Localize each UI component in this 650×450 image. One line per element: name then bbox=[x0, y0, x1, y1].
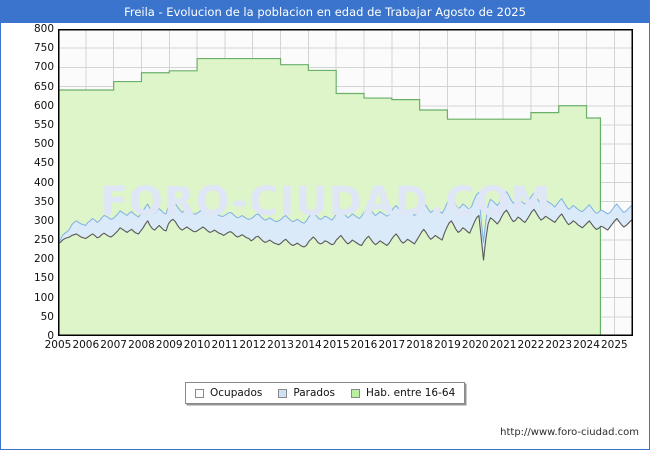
x-axis-tick-label: 2021 bbox=[489, 339, 517, 351]
legend-item-label: Hab. entre 16-64 bbox=[365, 387, 456, 399]
legend-item-label: Parados bbox=[293, 387, 335, 399]
y-axis-tick-label: 300 bbox=[33, 214, 54, 227]
y-axis-tick-label: 250 bbox=[33, 234, 54, 247]
chart-svg bbox=[58, 29, 633, 336]
x-axis-tick-label: 2009 bbox=[155, 339, 183, 351]
y-axis-tick-label: 750 bbox=[33, 42, 54, 55]
y-axis-tick-label: 0 bbox=[47, 330, 54, 342]
x-axis-tick-label: 2023 bbox=[545, 339, 573, 351]
x-axis-tick-label: 2007 bbox=[100, 339, 127, 351]
x-axis-tick-label: 2019 bbox=[434, 339, 461, 351]
legend-item[interactable]: Parados bbox=[278, 387, 335, 399]
x-axis-tick-label: 2008 bbox=[128, 339, 155, 351]
y-axis-tick-label: 450 bbox=[33, 157, 54, 170]
chart-plot-area bbox=[58, 29, 633, 336]
y-axis-tick-label: 50 bbox=[40, 310, 54, 323]
x-axis-tick-label: 2022 bbox=[517, 339, 545, 351]
x-axis-tick-label: 2015 bbox=[322, 339, 350, 351]
y-axis-tick-label: 600 bbox=[33, 99, 54, 112]
x-axis-tick-label: 2005 bbox=[44, 339, 72, 351]
y-axis-tick-label: 150 bbox=[33, 272, 54, 285]
x-axis-tick-label: 2014 bbox=[294, 339, 322, 351]
y-axis: 0 50 100 150 200 250 300 350 400 450 500 550 600 650 7… bbox=[1, 24, 54, 342]
y-axis-tick-label: 350 bbox=[33, 195, 54, 208]
x-axis-tick-label: 2013 bbox=[267, 339, 294, 351]
x-axis-tick-label: 2018 bbox=[406, 339, 433, 351]
x-axis-tick-label: 2020 bbox=[461, 339, 489, 351]
y-axis-tick-label: 800 bbox=[33, 23, 54, 35]
chart-legend: Ocupados Parados Hab. entre 16-64 bbox=[185, 382, 466, 404]
legend-swatch-icon bbox=[278, 388, 288, 398]
x-axis-tick-label: 2011 bbox=[211, 339, 239, 351]
legend-item[interactable]: Hab. entre 16-64 bbox=[350, 387, 456, 399]
x-axis-tick-label: 2012 bbox=[239, 339, 267, 351]
x-axis: 2005 2006 2007 2008 2009 2010 2011 2012 2013 2014… bbox=[45, 338, 633, 354]
legend-swatch-icon bbox=[350, 388, 360, 398]
x-axis-tick-label: 2016 bbox=[350, 339, 378, 351]
y-axis-tick-label: 400 bbox=[33, 176, 54, 189]
legend-item[interactable]: Ocupados bbox=[195, 387, 262, 399]
y-axis-tick-label: 550 bbox=[33, 118, 54, 131]
y-axis-tick-label: 100 bbox=[33, 291, 54, 304]
y-axis-tick-label: 500 bbox=[33, 138, 54, 151]
x-axis-tick-label: 2006 bbox=[72, 339, 100, 351]
x-axis-tick-label: 2010 bbox=[183, 339, 211, 351]
source-url: http://www.foro-ciudad.com bbox=[500, 427, 639, 438]
legend-swatch-icon bbox=[195, 388, 204, 398]
x-axis-tick-label: 2024 bbox=[573, 339, 600, 351]
y-axis-tick-label: 650 bbox=[33, 80, 54, 93]
page-title: Freila - Evolucion de la poblacion en ed… bbox=[1, 1, 649, 23]
legend-item-label: Ocupados bbox=[210, 387, 263, 399]
y-axis-tick-label: 700 bbox=[33, 61, 54, 74]
y-axis-tick-label: 200 bbox=[33, 253, 54, 266]
x-axis-tick-label: 2017 bbox=[378, 339, 406, 351]
x-axis-tick-label: 2025 bbox=[600, 339, 628, 351]
